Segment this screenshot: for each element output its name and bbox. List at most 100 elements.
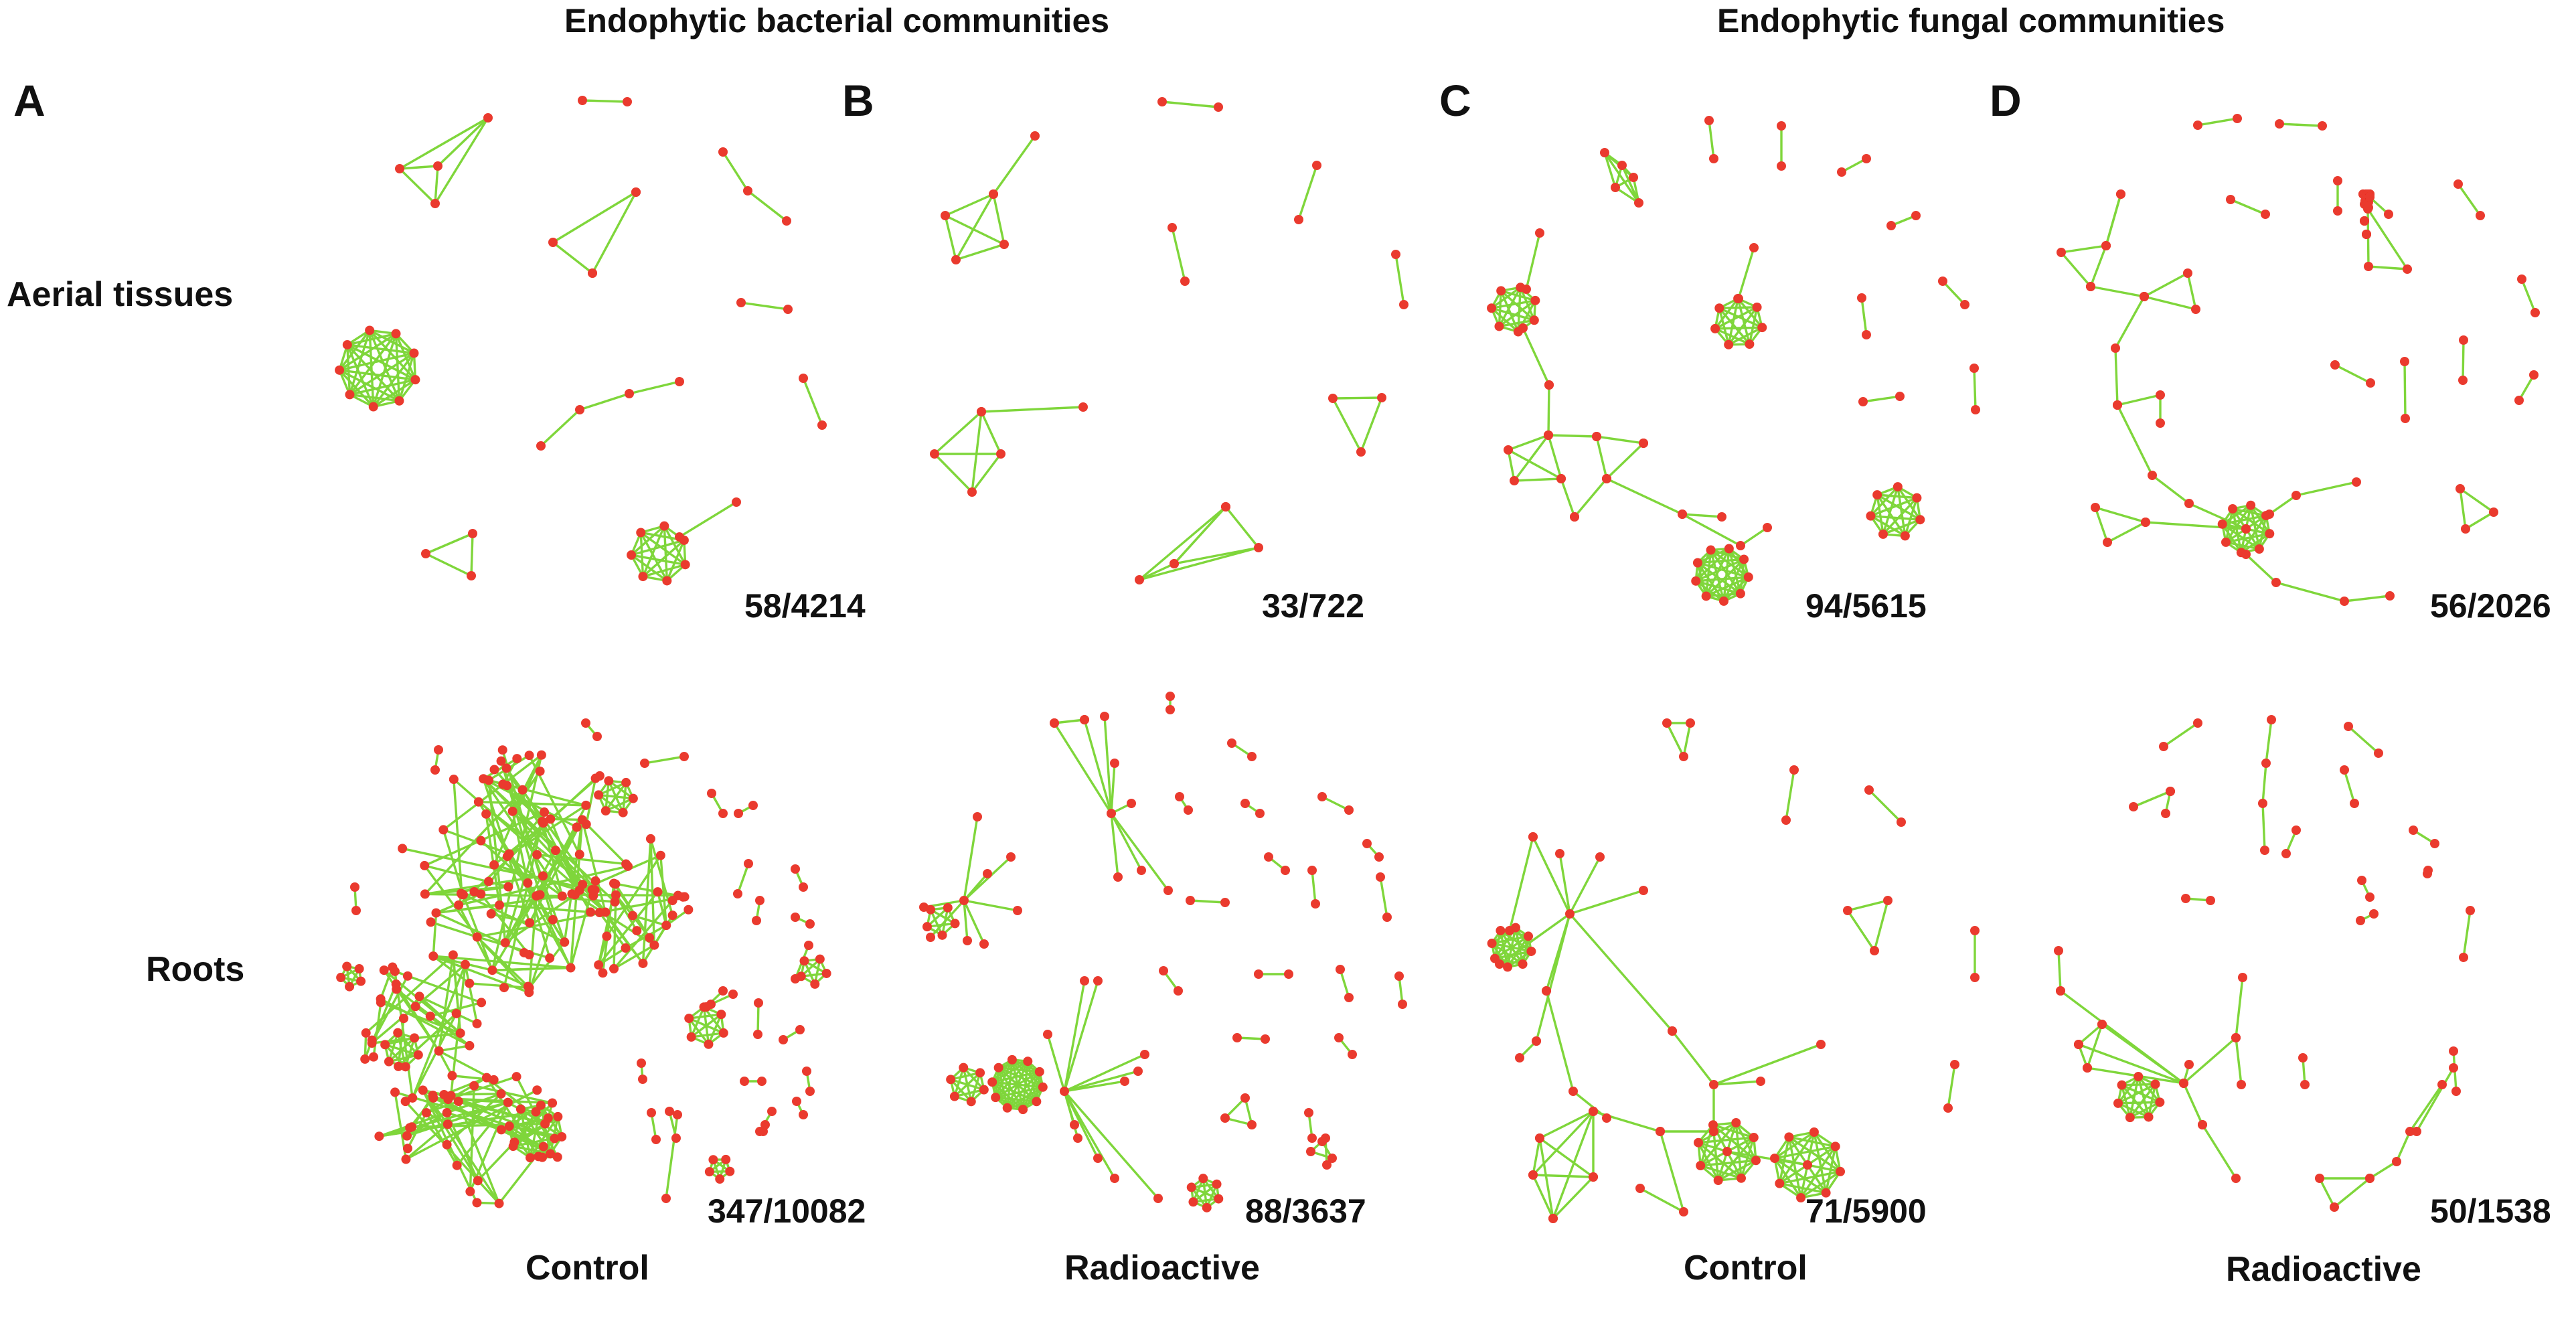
network-node [1694,1137,1704,1148]
network-node [799,374,808,383]
network-node [1018,1105,1028,1115]
network-node [1736,1173,1746,1183]
network-edge [640,532,686,566]
network-edge [963,900,969,941]
network-node [379,965,389,975]
network-edge [585,778,597,825]
network-edge [598,912,627,949]
network-edge [2117,394,2161,406]
network-node [410,1002,420,1012]
network-edge [1621,165,1640,204]
network-edge [1712,1123,1755,1139]
network-node [718,147,728,157]
network-edge [1568,913,1674,1032]
network-edge [1897,486,1907,536]
network-edge [1870,515,1906,537]
network-edge [2334,364,2371,384]
network-node [815,954,825,964]
network-edge [639,532,645,577]
network-edge [582,99,628,103]
network-node [1093,976,1103,986]
network-edge [1593,1110,1661,1133]
network-node [792,1097,801,1106]
network-edge [2366,208,2409,270]
network-edge [1606,477,1683,516]
network-node [368,402,378,412]
network-edge [384,1036,415,1046]
network-node [632,926,642,936]
network-node [1866,511,1876,521]
network-edge [425,552,472,577]
network-node [1602,1113,1611,1123]
network-edge [2144,295,2196,311]
network-node [1398,1000,1407,1009]
network-edge [1718,307,1763,329]
network-edge [2105,193,2122,246]
network-node [2183,268,2192,278]
network-node [967,487,977,497]
network-node [1110,1174,1119,1183]
network-edge [1053,722,1113,814]
network-node [1212,1179,1222,1189]
network-node [675,532,684,542]
network-edge [402,847,592,891]
network-node [2451,1087,2461,1096]
network-node [2330,1202,2339,1212]
network-node [2344,722,2353,731]
network-edge [425,532,473,555]
network-node [683,905,694,915]
network-node [1809,1127,1819,1137]
network-edge [1539,1137,1594,1178]
network-node [2057,248,2066,257]
network-node [512,754,522,764]
network-node [504,1121,514,1131]
network-node [600,806,611,816]
network-node [1377,393,1386,402]
network-node [1544,380,1554,390]
network-node [2226,195,2235,204]
network-node [545,953,555,963]
network-node [1002,1103,1012,1113]
network-node [610,896,620,907]
network-node [2184,499,2194,508]
network-node [628,793,638,803]
count-c-aerial: 94/5615 [1805,587,1927,625]
network-node [2291,491,2301,500]
network-node [1602,474,1611,483]
network-node [2193,718,2202,728]
network-node [1724,339,1734,349]
network-edge [2347,725,2380,755]
network-node [345,390,355,400]
network-node [1220,898,1230,907]
network-node [979,1085,989,1095]
network-edge [1847,899,1888,912]
network-edge [1605,442,1645,480]
network-node [515,1104,526,1114]
network-edge [1603,152,1640,204]
network-edge [1748,307,1759,345]
network-node [1356,447,1366,457]
network-node [1505,926,1514,935]
network-node [1731,1118,1741,1128]
network-node [2267,715,2276,724]
network-edge [398,167,436,205]
network-edge [424,874,544,896]
network-edge [399,116,489,170]
network-node [1070,1120,1079,1129]
network-edge [2275,581,2345,603]
network-node [704,1167,714,1177]
network-edge [1500,290,1535,321]
network-node [621,777,631,787]
network-node [718,986,728,996]
network-node [1220,1113,1230,1123]
network-edge [477,801,593,891]
network-node [1857,293,1866,303]
network-node [2148,471,2157,480]
network-node [484,775,494,785]
network-node [508,1142,518,1152]
network-node [1709,1080,1718,1089]
network-node [1254,969,1263,979]
network-node [499,983,509,993]
network-edge [464,964,479,1024]
network-edge [1339,969,1350,998]
